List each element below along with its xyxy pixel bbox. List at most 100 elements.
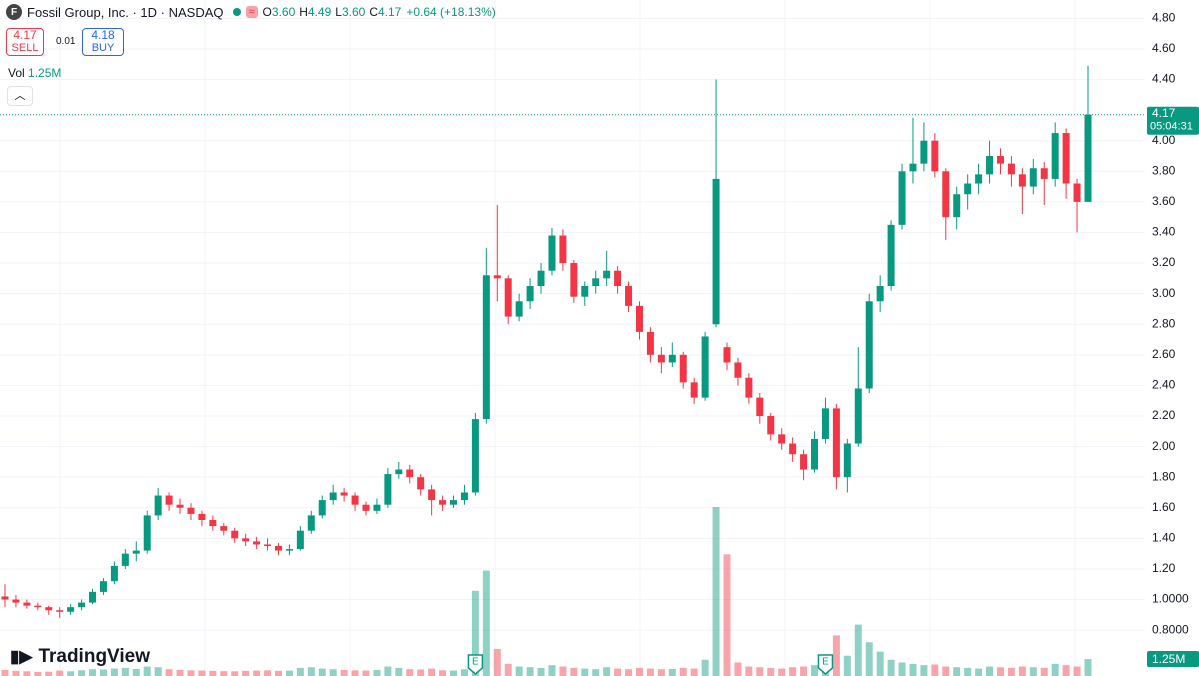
volume-bar [1,669,9,676]
candle-body [99,581,107,592]
volume-bar [318,668,326,676]
volume-bar [570,667,578,676]
y-tick-label: 2.20 [1152,408,1176,422]
volume-bar [384,666,392,676]
candle-body [220,526,228,531]
volume-bar [231,671,239,676]
candle-body [307,515,315,531]
volume-bar [537,667,545,676]
volume-bar [362,670,370,676]
volume-bar [1007,667,1015,676]
candle-body [964,183,972,195]
volume-box [1147,651,1199,667]
y-tick-label: 3.20 [1152,255,1176,269]
volume-bar [679,667,687,676]
y-tick-label: 2.80 [1152,316,1176,330]
y-tick-label: 2.40 [1152,378,1176,392]
ohlc-value: 3.60 [271,5,296,19]
volume-bar [187,670,195,676]
candle-body [854,388,862,444]
volume-bar [1018,666,1026,676]
candle-body [614,270,622,286]
volume-bar [646,668,654,676]
candle-body [975,174,983,184]
volume-bar [734,662,742,676]
candle-body [406,469,414,478]
volume-bar [800,666,808,676]
candle-body [646,331,654,355]
candle-body [865,301,873,389]
volume-bar [253,670,261,676]
volume-bar [23,671,31,676]
candle-body [132,550,140,554]
volume-bar [996,667,1004,676]
volume-bar [209,670,217,676]
candle-body [460,492,468,501]
sell-button[interactable]: 4.17 SELL [6,28,44,56]
candle-body [439,500,447,505]
candle-body [1007,163,1015,175]
volume-bar [121,667,129,676]
candle-body [165,495,173,505]
volume-bar [493,648,501,676]
legend: F Fossil Group, Inc. · 1D · NASDAQ ≈ O3.… [6,4,496,20]
candle-body [701,336,709,398]
candle-body [876,286,884,302]
volume-bar [898,662,906,676]
candle-body [12,599,20,603]
y-tick-label: 3.60 [1152,194,1176,208]
candle-body [395,469,403,475]
volume-bar [110,668,118,676]
y-tick-label: 0.8000 [1152,622,1189,636]
volume-bar [1073,666,1081,676]
candle-body [570,263,578,297]
volume-bar [625,669,633,676]
ohlc-item: C4.17 [369,5,401,19]
volume-label: 1.25M [1152,652,1185,666]
candle-body [1073,183,1081,202]
volume-bar [789,667,797,676]
volume-bar [909,663,917,676]
candle-body [471,419,479,493]
volume-bar [285,670,293,676]
volume-bar [515,666,523,676]
volume-bar [56,670,64,676]
volume-bar [165,669,173,676]
candle-body [657,354,665,363]
volume-bar [132,668,140,676]
countdown: 05:04:31 [1150,121,1193,133]
candle-body [548,235,556,271]
candle-body [537,270,545,286]
y-tick-label: 4.00 [1152,133,1176,147]
volume-bar [986,666,994,676]
volume-bar [526,667,534,676]
volume-bar [1040,667,1048,676]
candle-body [767,416,775,435]
candle-body [668,354,676,363]
collapse-button[interactable]: ︿ [7,86,33,106]
y-tick-label: 3.40 [1152,225,1176,239]
volume-bar [767,667,775,676]
volume-bar [548,665,556,676]
volume-bar [428,668,436,676]
candle-body [23,602,31,606]
volume-bar [143,666,151,676]
volume-bar [559,666,567,676]
candle-body [143,515,151,551]
volume-bar [876,651,884,676]
candle-body [986,156,994,175]
candle-body [1,596,9,600]
candle-body [176,504,184,508]
volume-legend-value: 1.25M [28,66,62,80]
candle-body [428,489,436,501]
y-tick-label: 4.80 [1152,11,1176,25]
logo-mark: ▮▶ [10,647,33,666]
candle-body [1062,133,1070,184]
candle-body [909,163,917,172]
buy-button[interactable]: 4.18 BUY [82,28,124,56]
volume-bar [34,671,42,676]
candle-body [996,156,1004,164]
volume-bar [45,671,53,676]
candle-body [264,544,272,546]
